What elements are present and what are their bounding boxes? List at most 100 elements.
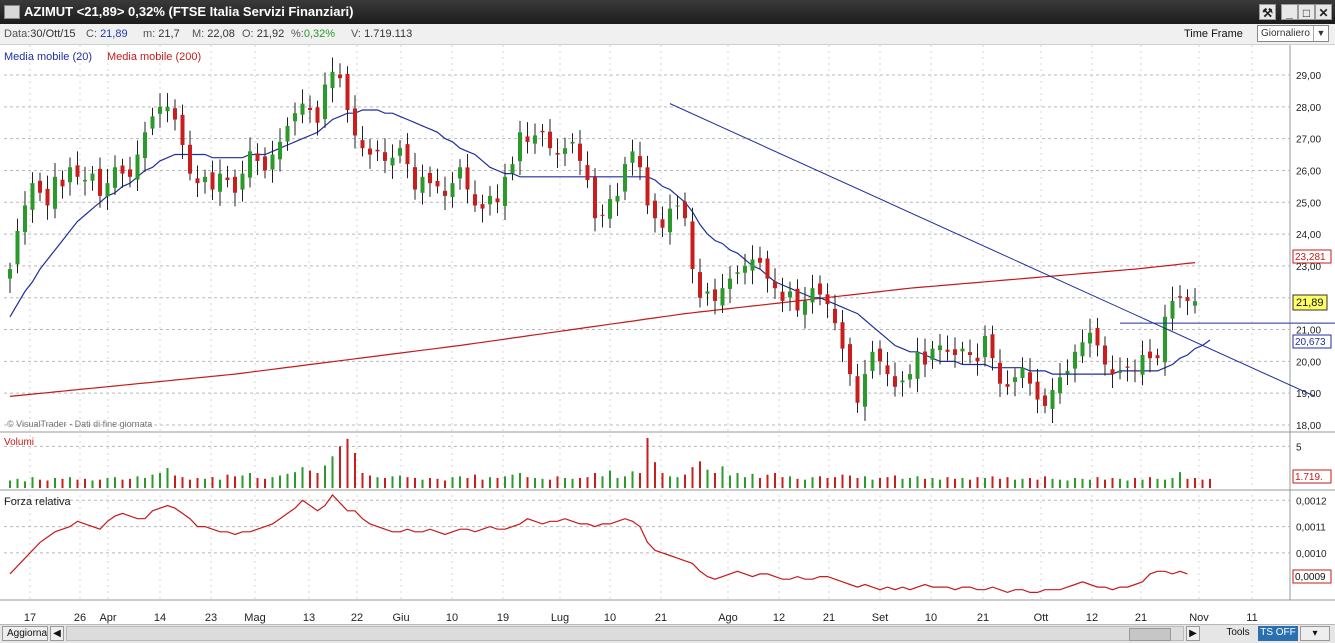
candle-body — [458, 167, 462, 179]
x-tick-label: Set — [872, 612, 889, 624]
volume-bar — [46, 480, 49, 488]
candle-body — [855, 376, 860, 403]
candle-body — [68, 167, 72, 183]
volume-bar — [549, 479, 551, 488]
volume-bar — [594, 473, 596, 488]
candle-body — [908, 374, 912, 380]
candle-body — [600, 214, 605, 216]
candle-body — [810, 288, 815, 303]
volume-bar — [609, 470, 611, 488]
candle-body — [330, 71, 335, 89]
volume-bar — [586, 477, 589, 488]
scrollbar-thumb[interactable] — [1129, 628, 1171, 641]
volume-bar — [474, 474, 476, 488]
wrench-icon[interactable]: ⚒ — [1259, 4, 1276, 20]
maximize-button[interactable]: □ — [1298, 4, 1315, 20]
candle-body — [683, 201, 687, 219]
volume-bar — [1059, 479, 1061, 488]
price-tick-label: 26,00 — [1296, 166, 1321, 177]
volume-bar — [1186, 478, 1189, 488]
timeframe-select[interactable]: Giornaliero ▼ — [1257, 25, 1329, 42]
candle-body — [435, 180, 440, 187]
volume-bar — [1119, 478, 1121, 488]
candle-body — [623, 164, 627, 192]
candle-body — [1035, 381, 1040, 400]
volume-bar — [504, 476, 506, 488]
candle-body — [135, 154, 140, 180]
candle-body — [945, 349, 950, 352]
volume-bar — [736, 473, 739, 488]
volume-bar — [316, 473, 319, 488]
candle-body — [38, 180, 42, 193]
volume-bar — [481, 479, 484, 488]
candle-body — [1178, 296, 1182, 298]
trendline — [669, 103, 1316, 397]
close-button[interactable]: ✕ — [1315, 4, 1332, 20]
volume-bar — [1104, 479, 1106, 488]
volume-bar — [511, 474, 514, 488]
chart-area[interactable]: 29,0028,0027,0026,0025,0024,0023,0022,00… — [0, 45, 1335, 625]
tools-button[interactable]: Tools — [1226, 627, 1250, 638]
candle-body — [1125, 366, 1130, 368]
candle-body — [473, 194, 477, 206]
candle-body — [240, 173, 245, 190]
scroll-right-icon[interactable]: ▶ — [1186, 626, 1200, 641]
candle-body — [863, 374, 867, 407]
candle-body — [630, 151, 635, 163]
ma200-badge: 23,281 — [1295, 252, 1326, 263]
candle-body — [983, 335, 987, 358]
volume-bar — [654, 462, 656, 488]
close-readout: C: 21,89 — [86, 28, 128, 40]
volume-bar — [1081, 478, 1084, 488]
candle-body — [375, 149, 380, 152]
volume-bar — [1156, 478, 1159, 488]
candle-body — [345, 73, 350, 110]
volume-bar — [781, 477, 784, 488]
time-scrollbar[interactable] — [66, 626, 1184, 641]
x-tick-label: Giu — [392, 612, 409, 624]
candle-body — [218, 173, 222, 192]
chevron-down-icon[interactable]: ▼ — [1313, 26, 1328, 41]
candle-body — [653, 200, 657, 219]
scroll-left-icon[interactable]: ◀ — [50, 626, 64, 641]
candle-body — [1095, 327, 1100, 346]
candle-body — [1170, 300, 1175, 319]
volume-bar — [151, 474, 154, 488]
volume-bar — [1171, 478, 1174, 488]
volume-bar — [39, 479, 41, 488]
volume-bar — [286, 473, 289, 488]
volume-panel-title: Volumi — [4, 437, 34, 448]
candle-body — [60, 179, 65, 187]
rs-tick-label: 0,0011 — [1296, 523, 1326, 534]
volume-bar — [1149, 477, 1151, 488]
more-button[interactable]: ▾ — [1300, 626, 1330, 641]
price-tick-label: 28,00 — [1296, 103, 1321, 114]
ts-toggle[interactable]: TS OFF — [1258, 626, 1298, 641]
volume-bar — [909, 478, 911, 488]
volume-bar — [346, 438, 349, 488]
candle-body — [225, 177, 230, 180]
volume-bar — [826, 478, 829, 488]
timeframe-label: Time Frame — [1184, 28, 1243, 40]
candle-body — [608, 199, 612, 219]
refresh-button[interactable]: Aggiorna — [2, 626, 48, 641]
volume-bar — [211, 477, 214, 488]
rs-tick-label: 0,0012 — [1296, 496, 1327, 507]
volume-bar — [121, 479, 124, 488]
title-bar[interactable]: AZIMUT <21,89> 0,32% (FTSE Italia Serviz… — [0, 0, 1335, 24]
volume-bar — [406, 477, 409, 488]
volume-bar — [519, 473, 521, 488]
volume-bar — [796, 478, 799, 488]
candle-body — [1140, 355, 1145, 375]
min-readout: m: 21,7 — [143, 28, 180, 40]
candle-body — [848, 344, 852, 375]
volume-bar — [309, 470, 311, 488]
volume-bar — [714, 473, 716, 488]
volume-bar — [834, 477, 836, 488]
volume-bar — [541, 478, 544, 488]
candle-body — [1005, 384, 1010, 387]
candle-body — [255, 153, 260, 161]
volume-bar — [1044, 476, 1046, 488]
minimize-button[interactable]: _ — [1281, 4, 1298, 20]
